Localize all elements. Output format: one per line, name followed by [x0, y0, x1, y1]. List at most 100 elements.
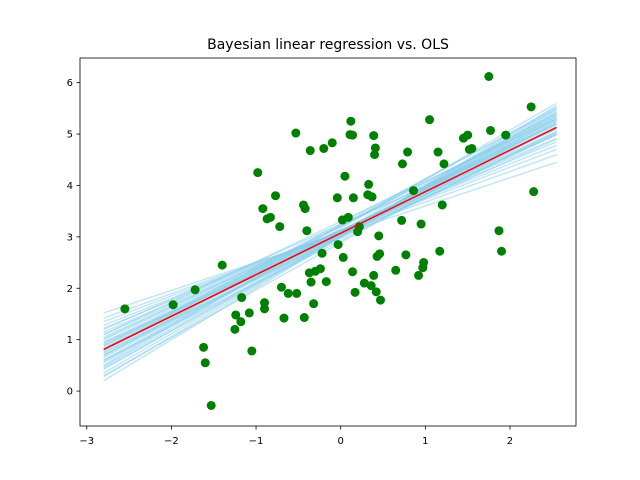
y-tick-label: 1	[67, 335, 73, 346]
data-point-21	[276, 282, 286, 292]
data-point-23	[283, 288, 293, 298]
y-tick-label: 6	[67, 78, 73, 89]
data-point-78	[425, 115, 435, 125]
data-point-7	[230, 324, 240, 334]
posterior-line-38	[103, 117, 557, 369]
data-point-67	[375, 295, 385, 305]
data-point-25	[292, 288, 302, 298]
data-point-33	[309, 299, 319, 309]
data-points	[120, 72, 539, 410]
data-point-53	[354, 222, 364, 232]
data-point-48	[348, 130, 358, 140]
data-point-27	[299, 313, 309, 323]
data-point-9	[236, 317, 246, 327]
data-point-43	[338, 252, 348, 262]
data-point-56	[364, 179, 374, 189]
posterior-line-34	[103, 111, 557, 362]
data-point-62	[370, 143, 380, 153]
data-point-70	[397, 159, 407, 169]
data-point-93	[529, 187, 539, 197]
data-point-79	[433, 147, 443, 157]
ols-fit-line	[103, 126, 557, 351]
data-point-49	[348, 267, 358, 277]
data-point-44	[340, 171, 350, 181]
x-tick-label: −1	[249, 436, 264, 447]
data-point-74	[414, 270, 424, 280]
chart-title: Bayesian linear regression vs. OLS	[207, 37, 449, 53]
data-point-45	[343, 212, 353, 222]
x-tick-label: 0	[338, 436, 344, 447]
data-point-81	[437, 200, 447, 210]
data-point-15	[260, 298, 270, 308]
data-point-8	[231, 310, 241, 320]
x-tick-label: −3	[79, 436, 94, 447]
x-tick-label: 2	[507, 436, 513, 447]
data-point-65	[374, 231, 384, 241]
data-point-20	[275, 222, 285, 232]
data-point-80	[435, 246, 445, 256]
data-point-4	[200, 358, 210, 368]
data-point-88	[486, 125, 496, 135]
data-point-1	[168, 300, 178, 310]
data-point-11	[244, 308, 254, 318]
data-point-58	[367, 192, 377, 202]
data-point-29	[302, 226, 312, 236]
data-point-22	[279, 313, 289, 323]
data-point-41	[333, 240, 343, 250]
y-tick-label: 3	[67, 232, 73, 243]
data-point-18	[265, 212, 275, 222]
data-point-14	[258, 204, 268, 214]
ols-line-group	[103, 126, 557, 351]
y-tick-label: 4	[67, 181, 73, 192]
data-point-10	[237, 293, 247, 303]
data-point-6	[217, 260, 227, 270]
x-axis: −3 −2 −1 0 1 2	[79, 426, 513, 447]
posterior-line-29	[103, 102, 557, 367]
data-point-16	[260, 304, 270, 314]
data-point-63	[371, 287, 381, 297]
data-point-89	[494, 226, 504, 236]
data-point-54	[359, 278, 369, 288]
data-point-92	[526, 102, 536, 112]
data-point-50	[348, 193, 358, 203]
data-point-82	[439, 159, 449, 169]
data-point-38	[321, 277, 331, 287]
posterior-sample-lines	[103, 102, 557, 382]
data-point-86	[467, 143, 477, 153]
data-point-71	[401, 250, 411, 260]
x-tick-label: 1	[422, 436, 428, 447]
data-point-31	[305, 146, 315, 156]
data-point-57	[366, 281, 376, 291]
data-point-2	[190, 285, 200, 295]
y-tick-label: 5	[67, 130, 73, 141]
y-tick-label: 0	[67, 387, 73, 398]
data-point-39	[327, 138, 337, 148]
posterior-line-39	[103, 108, 557, 350]
data-point-0	[120, 304, 130, 314]
data-point-28	[300, 204, 310, 214]
x-tick-label: −2	[164, 436, 179, 447]
y-tick-label: 2	[67, 284, 73, 295]
data-point-40	[332, 193, 342, 203]
data-point-90	[497, 246, 507, 256]
data-point-91	[501, 130, 511, 140]
data-point-24	[291, 128, 301, 138]
data-point-75	[416, 219, 426, 229]
data-point-68	[391, 265, 401, 275]
axes-frame	[79, 57, 577, 427]
data-point-5	[206, 400, 216, 410]
data-point-73	[408, 186, 418, 196]
y-axis: 0 1 2 3 4 5 6	[67, 78, 80, 398]
data-point-12	[247, 346, 257, 356]
data-point-72	[403, 147, 413, 157]
data-point-66	[375, 249, 385, 259]
data-point-77	[419, 258, 429, 268]
data-point-84	[463, 130, 473, 140]
data-point-3	[199, 342, 209, 352]
data-point-32	[306, 277, 316, 287]
data-point-69	[397, 215, 407, 225]
data-point-36	[317, 248, 327, 258]
data-point-51	[350, 287, 360, 297]
data-point-37	[319, 143, 329, 153]
